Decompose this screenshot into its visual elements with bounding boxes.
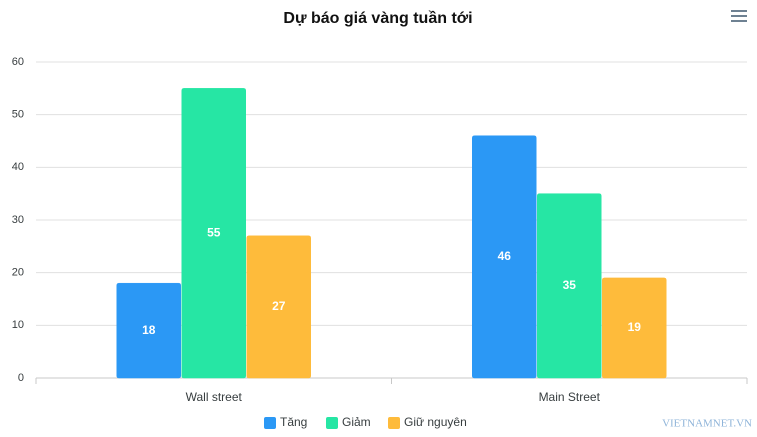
bar [602, 277, 667, 379]
legend-label: Giữ nguyên [404, 415, 467, 429]
menu-button[interactable] [731, 10, 747, 22]
bar [246, 235, 311, 379]
bar [181, 88, 246, 379]
menu-icon-line [731, 15, 747, 17]
legend-swatch [264, 417, 276, 429]
bar [116, 282, 181, 379]
menu-icon-line [731, 20, 747, 22]
legend-item[interactable]: Giảm [326, 415, 371, 429]
x-tick-label: Main Street [539, 390, 601, 404]
y-tick-label: 50 [12, 109, 24, 121]
menu-icon-line [731, 10, 747, 12]
data-label: 35 [563, 278, 577, 292]
y-tick-label: 20 [12, 267, 24, 279]
legend-item[interactable]: Tăng [264, 415, 307, 429]
x-tick-label: Wall street [186, 390, 243, 404]
legend-label: Tăng [280, 415, 307, 429]
legend-label: Giảm [342, 415, 371, 429]
data-label: 18 [142, 323, 156, 337]
bar [537, 193, 602, 379]
data-label: 46 [498, 249, 512, 263]
legend-item[interactable]: Giữ nguyên [388, 415, 467, 429]
data-label: 27 [272, 299, 286, 313]
y-tick-label: 10 [12, 319, 24, 331]
bar [472, 135, 537, 379]
y-tick-label: 0 [18, 372, 24, 384]
watermark: VIETNAMNET.VN [662, 418, 752, 430]
legend-swatch [326, 417, 338, 429]
chart-title: Dự báo giá vàng tuần tới [283, 10, 472, 27]
data-label: 19 [628, 320, 642, 334]
y-tick-label: 40 [12, 161, 24, 173]
y-tick-label: 30 [12, 214, 24, 226]
data-label: 55 [207, 225, 221, 239]
y-tick-label: 60 [12, 56, 24, 68]
legend-swatch [388, 417, 400, 429]
